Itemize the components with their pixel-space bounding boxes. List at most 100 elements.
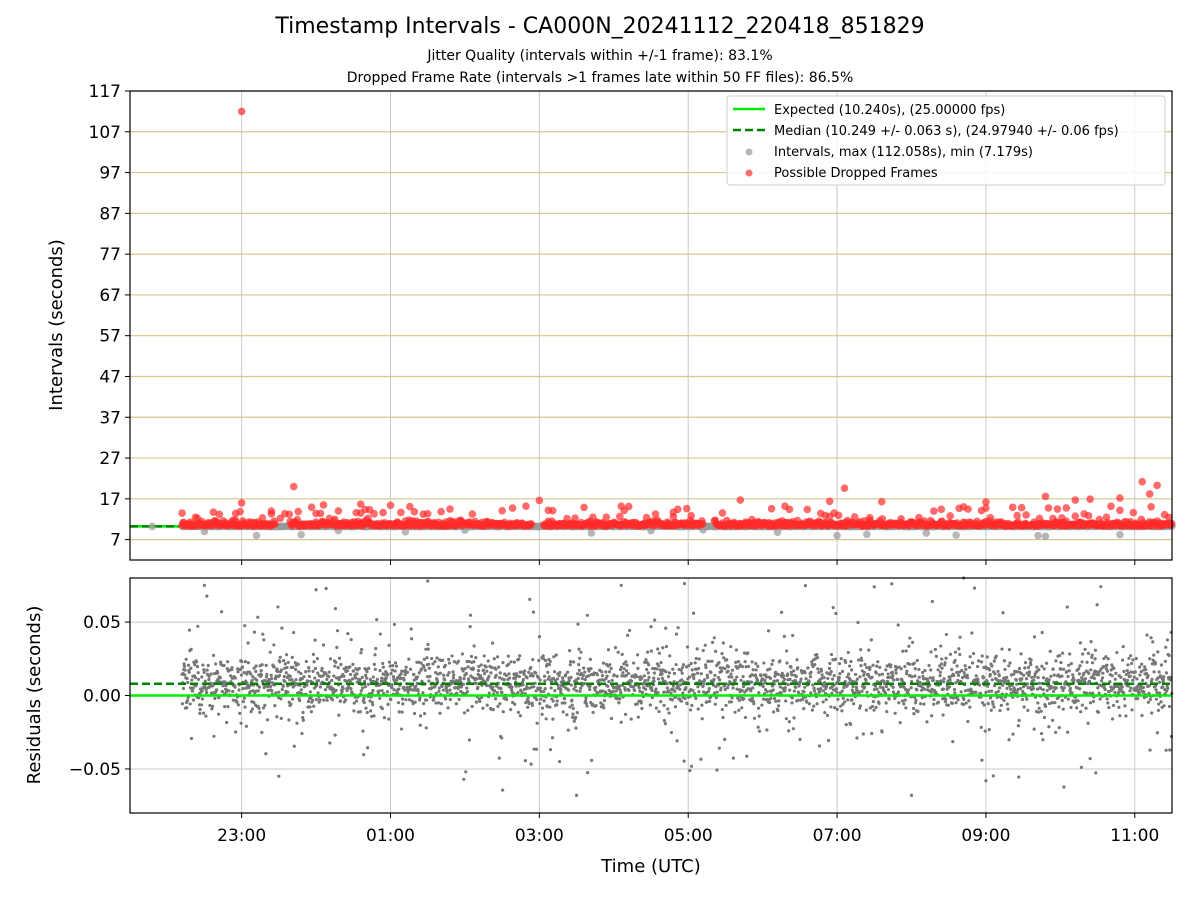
residual-point-2809 — [1121, 691, 1126, 695]
residual-point-1312 — [620, 674, 624, 678]
residual-point-1059 — [535, 721, 539, 725]
residual-point-2312 — [955, 664, 959, 668]
residual-point-956 — [501, 788, 505, 792]
residual-point-2945 — [1167, 704, 1172, 709]
residual-point-512 — [352, 709, 356, 713]
residual-point-2861 — [1139, 670, 1143, 674]
residual-point-2599 — [1051, 667, 1055, 671]
residual-point-1816 — [789, 665, 793, 669]
residual-point-1745 — [765, 690, 769, 694]
residual-point-2336 — [963, 664, 967, 668]
chart-title: Timestamp Intervals - CA000N_20241112_22… — [275, 14, 925, 39]
residual-point-2626 — [1060, 698, 1064, 703]
residual-point-988 — [511, 691, 515, 695]
residual-point-385 — [309, 710, 313, 714]
residual-point-2305 — [953, 691, 957, 695]
residual-point-2632 — [1062, 686, 1066, 690]
residual-point-2914 — [1157, 670, 1161, 674]
residual-point-580 — [375, 618, 379, 622]
residual-point-316 — [286, 690, 290, 694]
residual-point-2700 — [1085, 660, 1089, 664]
residual-point-1554 — [701, 648, 705, 653]
residual-point-975 — [507, 672, 511, 676]
residual-point-1152 — [566, 728, 570, 732]
residual-point-757 — [434, 701, 438, 705]
residual-point-2446 — [1000, 647, 1004, 651]
residual-point-1615 — [722, 656, 726, 660]
residual-point-888 — [478, 699, 482, 703]
residual-point-458 — [334, 660, 338, 664]
residual-point-275 — [272, 665, 276, 669]
residual-point-2581 — [1045, 688, 1049, 693]
residual-point-2138 — [897, 701, 901, 705]
residual-point-74 — [205, 594, 209, 598]
residual-point-2511 — [1022, 673, 1026, 677]
residual-point-118 — [220, 610, 224, 614]
residual-point-2387 — [980, 654, 984, 658]
residual-point-1463 — [670, 698, 675, 702]
residual-point-2850 — [1136, 696, 1140, 701]
residual-point-384 — [309, 696, 313, 700]
residual-point-895 — [480, 676, 484, 681]
residual-point-1069 — [538, 686, 543, 690]
residual-point-321 — [288, 678, 292, 682]
residual-point-744 — [430, 656, 434, 661]
residual-point-892 — [479, 663, 483, 667]
residual-point-2379 — [977, 683, 982, 687]
residual-point-2401 — [985, 679, 989, 683]
residual-point-1644 — [731, 756, 735, 760]
residual-point-1825 — [792, 716, 796, 720]
residual-point-395 — [313, 676, 317, 680]
residual-point-642 — [395, 676, 400, 680]
residual-point-1455 — [668, 654, 672, 658]
residual-point-106 — [216, 671, 220, 675]
residual-point-80 — [207, 677, 211, 682]
residual-point-2234 — [929, 650, 933, 654]
residual-point-2041 — [864, 708, 868, 712]
residual-point-264 — [268, 684, 273, 688]
residual-point-2772 — [1109, 668, 1113, 672]
residual-point-2908 — [1155, 691, 1159, 695]
residual-point-501 — [348, 679, 352, 683]
residual-point-206 — [249, 709, 253, 714]
residual-point-1258 — [602, 706, 606, 710]
residual-point-1041 — [529, 762, 533, 766]
residual-point-977 — [508, 676, 512, 680]
residual-point-1084 — [543, 658, 548, 663]
residual-point-2937 — [1165, 689, 1169, 693]
residual-point-1324 — [624, 660, 628, 664]
residual-point-1006 — [517, 674, 521, 679]
residual-point-2786 — [1114, 671, 1118, 675]
residual-point-1682 — [744, 665, 748, 669]
residual-point-1998 — [850, 698, 854, 702]
residual-point-17 — [186, 680, 190, 685]
residual-point-1241 — [596, 691, 600, 695]
residual-point-2957 — [984, 779, 988, 783]
residual-point-2813 — [1123, 704, 1127, 708]
residual-point-1631 — [727, 675, 731, 679]
residual-point-1360 — [636, 666, 640, 670]
residual-point-818 — [454, 702, 459, 706]
residual-point-431 — [325, 677, 329, 682]
residual-point-1905 — [819, 686, 823, 691]
residual-point-2886 — [1148, 657, 1152, 661]
residual-point-2541 — [1032, 678, 1036, 682]
residual-point-421 — [321, 643, 326, 647]
residual-point-2821 — [1126, 678, 1130, 682]
intervals-ytick-label-4: 47 — [99, 367, 121, 387]
residual-point-2823 — [1126, 684, 1130, 688]
dropped-frame-point-1076 — [285, 510, 294, 519]
residual-point-2137 — [896, 690, 901, 694]
residual-point-1843 — [798, 737, 802, 742]
residual-point-1778 — [776, 672, 780, 676]
residual-point-1886 — [812, 689, 817, 693]
residual-point-625 — [390, 686, 394, 690]
residual-point-197 — [246, 641, 250, 645]
residual-point-1182 — [576, 676, 580, 680]
residual-point-2566 — [1040, 630, 1044, 635]
residual-point-1454 — [667, 671, 672, 675]
residual-point-2195 — [916, 709, 920, 714]
residual-point-75 — [205, 668, 209, 672]
residual-point-1226 — [591, 710, 595, 715]
residual-point-2543 — [1032, 635, 1037, 639]
